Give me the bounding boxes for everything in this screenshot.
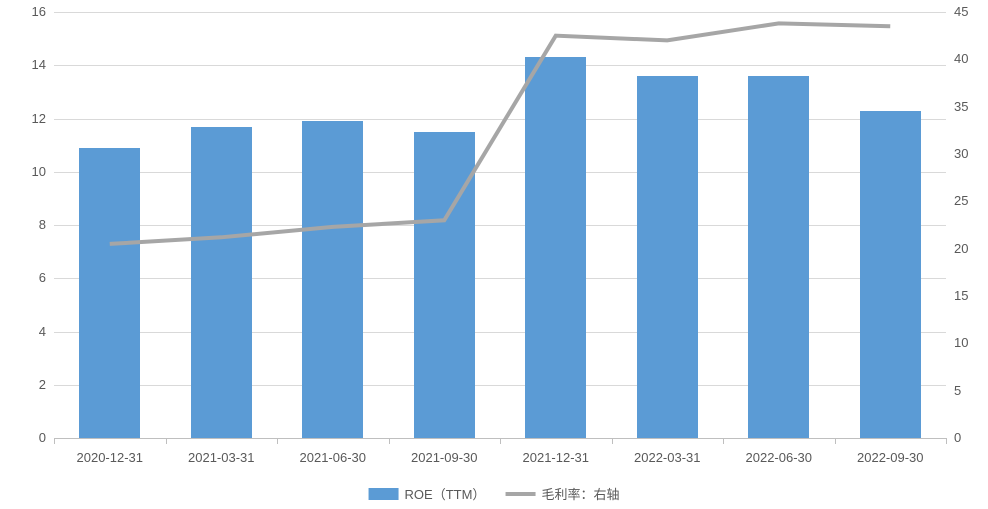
legend-label: 毛利率：右轴 xyxy=(541,484,619,503)
y-right-tick-label: 45 xyxy=(954,4,988,19)
x-tick-mark xyxy=(723,438,724,444)
y-right-tick-label: 20 xyxy=(954,241,988,256)
combo-chart: ROE（TTM） 毛利率：右轴 0 2 4 6 8 10 12 14 16 0 5 10 15 20 25 30… xyxy=(0,0,988,509)
y-right-tick-label: 5 xyxy=(954,383,988,398)
y-right-tick-label: 15 xyxy=(954,288,988,303)
legend-item-bar: ROE（TTM） xyxy=(369,484,486,503)
y-left-tick-label: 10 xyxy=(6,164,46,179)
x-tick-mark xyxy=(835,438,836,444)
y-right-tick-label: 0 xyxy=(954,430,988,445)
x-tick-mark xyxy=(389,438,390,444)
y-left-tick-label: 0 xyxy=(6,430,46,445)
y-left-tick-label: 4 xyxy=(6,324,46,339)
x-tick-mark xyxy=(500,438,501,444)
x-tick-label: 2021-06-30 xyxy=(300,450,367,465)
x-tick-mark xyxy=(277,438,278,444)
line-series xyxy=(54,12,946,438)
legend-item-line: 毛利率：右轴 xyxy=(505,484,619,503)
x-tick-label: 2022-09-30 xyxy=(857,450,924,465)
x-tick-label: 2020-12-31 xyxy=(77,450,144,465)
legend: ROE（TTM） 毛利率：右轴 xyxy=(369,484,620,503)
x-tick-label: 2021-03-31 xyxy=(188,450,255,465)
y-left-tick-label: 12 xyxy=(6,111,46,126)
y-left-tick-label: 16 xyxy=(6,4,46,19)
y-right-tick-label: 25 xyxy=(954,193,988,208)
y-right-tick-label: 30 xyxy=(954,146,988,161)
x-tick-label: 2021-12-31 xyxy=(523,450,590,465)
x-tick-mark xyxy=(612,438,613,444)
x-tick-label: 2021-09-30 xyxy=(411,450,478,465)
y-left-tick-label: 8 xyxy=(6,217,46,232)
y-right-tick-label: 35 xyxy=(954,99,988,114)
y-left-tick-label: 14 xyxy=(6,57,46,72)
legend-label: ROE（TTM） xyxy=(405,484,486,503)
y-right-tick-label: 10 xyxy=(954,335,988,350)
x-tick-label: 2022-03-31 xyxy=(634,450,701,465)
legend-swatch-bar-icon xyxy=(369,488,399,500)
x-tick-mark xyxy=(54,438,55,444)
y-left-tick-label: 2 xyxy=(6,377,46,392)
y-right-tick-label: 40 xyxy=(954,51,988,66)
legend-swatch-line-icon xyxy=(505,492,535,496)
y-left-tick-label: 6 xyxy=(6,270,46,285)
x-tick-mark xyxy=(166,438,167,444)
x-tick-label: 2022-06-30 xyxy=(746,450,813,465)
x-tick-mark xyxy=(946,438,947,444)
plot-area xyxy=(54,12,946,438)
